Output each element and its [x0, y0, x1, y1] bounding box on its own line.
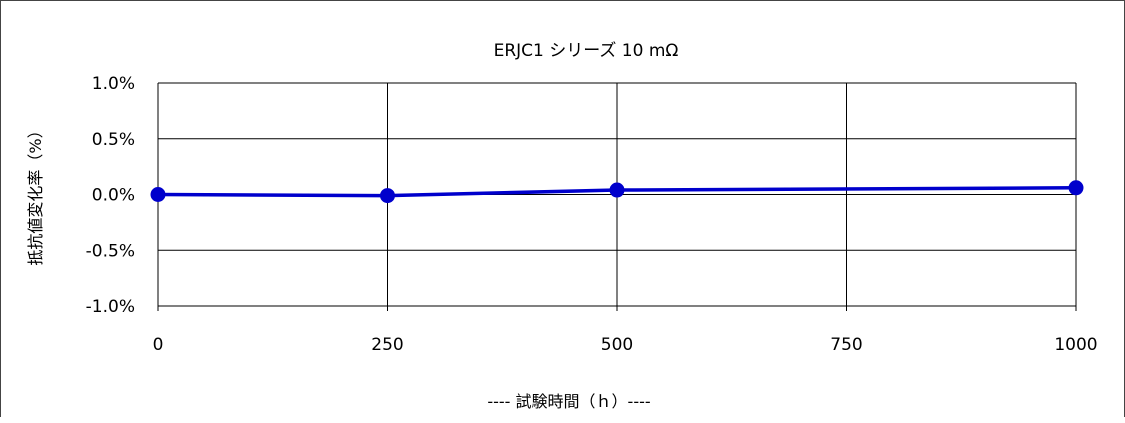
data-point [1068, 180, 1084, 196]
data-point [609, 182, 625, 198]
y-tick-label: -1.0% [86, 297, 135, 317]
y-tick-label: 0.5% [92, 130, 135, 150]
series-layer [150, 180, 1084, 204]
y-tick-label: 0.0% [92, 186, 135, 206]
x-tick-label: 250 [371, 335, 403, 355]
y-tick-labels: 1.0% 0.5% 0.0% -0.5% -1.0% [86, 74, 135, 317]
chart-title: ERJC1 シリーズ 10 mΩ [494, 41, 679, 61]
x-tick-label: 500 [601, 335, 633, 355]
x-tick-label: 0 [153, 335, 164, 355]
x-axis-title: ---- 試験時間（ｈ）---- [487, 392, 650, 411]
series-line [157, 186, 1077, 198]
x-tick-labels: 0 250 500 750 1000 [153, 335, 1098, 355]
y-axis-title: 抵抗値変化率（%） [26, 122, 45, 265]
x-tick-label: 1000 [1054, 335, 1097, 355]
x-tick-label: 750 [830, 335, 862, 355]
data-point [380, 188, 395, 204]
data-point [150, 187, 166, 202]
y-tick-label: 1.0% [92, 74, 135, 94]
y-tick-label: -0.5% [86, 241, 135, 261]
